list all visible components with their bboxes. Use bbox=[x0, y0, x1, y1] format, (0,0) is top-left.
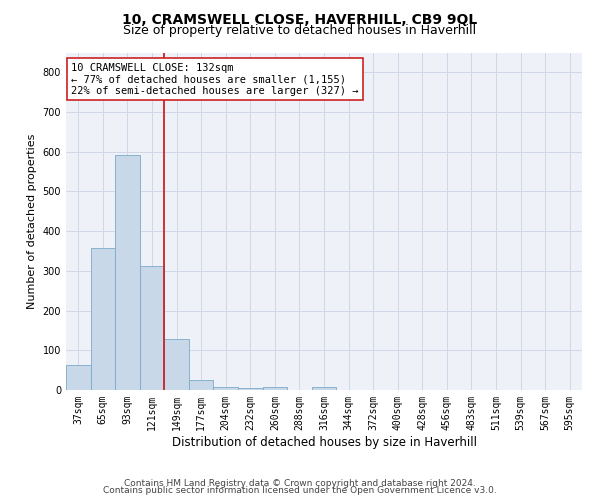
Text: 10, CRAMSWELL CLOSE, HAVERHILL, CB9 9QL: 10, CRAMSWELL CLOSE, HAVERHILL, CB9 9QL bbox=[122, 12, 478, 26]
Bar bbox=[263, 387, 287, 390]
Text: Contains public sector information licensed under the Open Government Licence v3: Contains public sector information licen… bbox=[103, 486, 497, 495]
Bar bbox=[66, 365, 91, 390]
Bar bbox=[115, 154, 140, 390]
Bar bbox=[140, 266, 164, 390]
Text: 10 CRAMSWELL CLOSE: 132sqm
← 77% of detached houses are smaller (1,155)
22% of s: 10 CRAMSWELL CLOSE: 132sqm ← 77% of deta… bbox=[71, 62, 359, 96]
Bar bbox=[91, 248, 115, 390]
X-axis label: Distribution of detached houses by size in Haverhill: Distribution of detached houses by size … bbox=[172, 436, 476, 448]
Y-axis label: Number of detached properties: Number of detached properties bbox=[27, 134, 37, 309]
Bar bbox=[164, 339, 189, 390]
Text: Size of property relative to detached houses in Haverhill: Size of property relative to detached ho… bbox=[124, 24, 476, 37]
Text: Contains HM Land Registry data © Crown copyright and database right 2024.: Contains HM Land Registry data © Crown c… bbox=[124, 478, 476, 488]
Bar bbox=[189, 380, 214, 390]
Bar bbox=[238, 388, 263, 390]
Bar bbox=[214, 387, 238, 390]
Bar bbox=[312, 387, 336, 390]
